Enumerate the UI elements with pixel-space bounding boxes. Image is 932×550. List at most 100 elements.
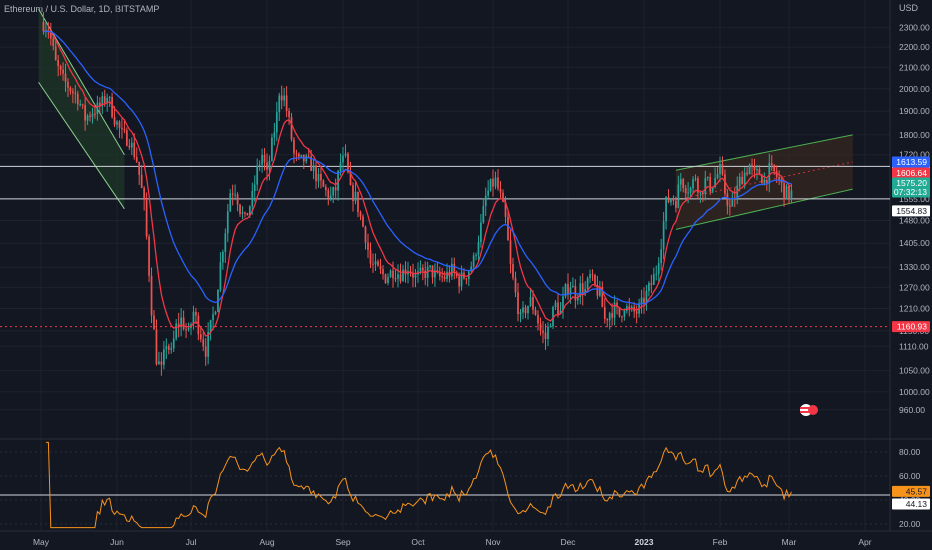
candle-body [204,346,207,357]
candle-body [187,327,190,330]
candle-body [329,195,332,199]
oscillator-badge-text: 45.57 [906,486,928,496]
candle-body [298,153,300,157]
candle-body [753,166,756,171]
candle-body [76,93,79,105]
candle-body [199,334,202,340]
candle-body [322,180,325,187]
price-badge [892,156,930,168]
candle-body [773,164,776,172]
candle-body [743,172,746,185]
price-badge-text: 1613.59 [896,157,927,167]
candle-body [145,199,148,237]
price-tick-label: 1900.00 [899,106,930,116]
candle-body [489,178,492,191]
candle-body [424,270,427,278]
candle-body [517,292,519,315]
candle-body [379,265,382,270]
ma-fast-line [43,30,792,337]
candle-body [657,263,660,274]
price-badge-text: 07:32:13 [894,187,927,197]
candle-body [268,160,271,170]
candle-body [64,73,67,82]
candle-body [337,170,339,191]
candle-body [349,172,352,186]
candle-body [711,186,714,192]
candle-body [492,178,494,187]
candle-body [143,187,145,200]
candle-body [441,276,444,278]
candle-body [630,306,633,309]
candle-body [214,312,217,315]
axis-layer: 960.001000.001050.001110.001150.001210.0… [33,23,930,547]
candle-body [170,348,173,350]
candle-body [458,276,460,287]
candle-body [86,115,89,121]
candle-body [153,315,155,330]
candle-body [130,142,133,148]
candle-body [504,201,507,217]
candle-body [751,164,753,167]
candle-body [121,127,123,129]
candle-body [357,191,359,212]
candle-body [182,317,185,330]
candle-body [697,178,699,193]
candle-body [364,226,367,243]
candle-body [532,297,534,310]
candle-body [687,192,689,194]
oscillator-line [45,441,792,529]
candle-body [212,314,214,321]
candle-body [746,172,748,175]
candle-body [586,278,589,290]
price-tick-label: 1330.00 [899,262,930,272]
price-badge [892,167,930,179]
candle-body [761,174,763,184]
candle-body [572,285,574,288]
candle-body [278,95,281,113]
candle-body [576,297,579,301]
candle-body [438,271,441,277]
candle-body [239,204,241,214]
candle-body [502,192,504,202]
candle-body [180,317,182,327]
candle-body [569,287,572,295]
time-tick-label: Apr [858,537,871,547]
candle-body [581,283,584,295]
candle-body [339,162,342,171]
candle-body [165,346,168,350]
candle-body [394,278,397,280]
candle-body [599,286,601,296]
candle-body [701,192,704,195]
candle-body [57,60,60,67]
candle-body [640,297,643,304]
candle-body [539,323,542,331]
horizontal-lines-layer [0,165,890,328]
candle-body [524,307,527,314]
grid-layer [0,0,932,532]
candle-body [273,132,276,138]
candle-body [648,283,650,292]
candle-body [89,115,91,117]
candle-body [150,275,153,316]
candle-body [320,174,322,181]
candle-body [108,97,111,99]
candle-body [248,206,251,216]
candle-body [295,153,298,155]
candle-body [667,196,670,203]
candle-body [74,92,77,94]
candle-body [253,184,256,191]
candle-body [402,269,404,282]
candle-body [128,145,131,148]
candle-body [52,38,55,47]
candle-body [293,139,295,154]
candle-body [72,91,74,93]
candle-body [101,96,104,107]
candle-body [455,272,458,277]
candle-body [726,193,729,206]
candle-body [514,277,517,293]
candle-body [275,112,278,133]
candle-body [689,188,692,193]
candle-body [542,330,544,333]
candle-body [635,311,638,314]
